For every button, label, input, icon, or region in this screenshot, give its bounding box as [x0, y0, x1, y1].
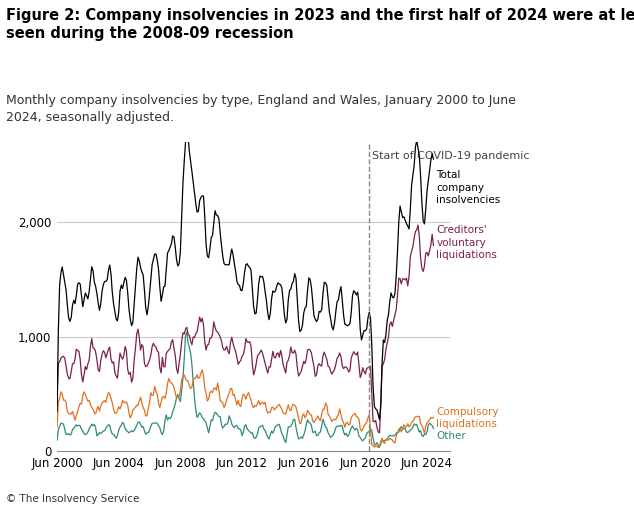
Text: Monthly company insolvencies by type, England and Wales, January 2000 to June
20: Monthly company insolvencies by type, En… — [6, 94, 516, 124]
Text: Total
company
insolvencies: Total company insolvencies — [436, 170, 500, 205]
Text: Compulsory
liquidations: Compulsory liquidations — [436, 407, 499, 429]
Text: © The Insolvency Service: © The Insolvency Service — [6, 494, 139, 504]
Text: Other: Other — [436, 431, 466, 441]
Text: Start of COVID-19 pandemic: Start of COVID-19 pandemic — [372, 151, 529, 161]
Text: Creditors'
voluntary
liquidations: Creditors' voluntary liquidations — [436, 225, 497, 260]
Text: Figure 2: Company insolvencies in 2023 and the first half of 2024 were at levels: Figure 2: Company insolvencies in 2023 a… — [6, 8, 634, 41]
